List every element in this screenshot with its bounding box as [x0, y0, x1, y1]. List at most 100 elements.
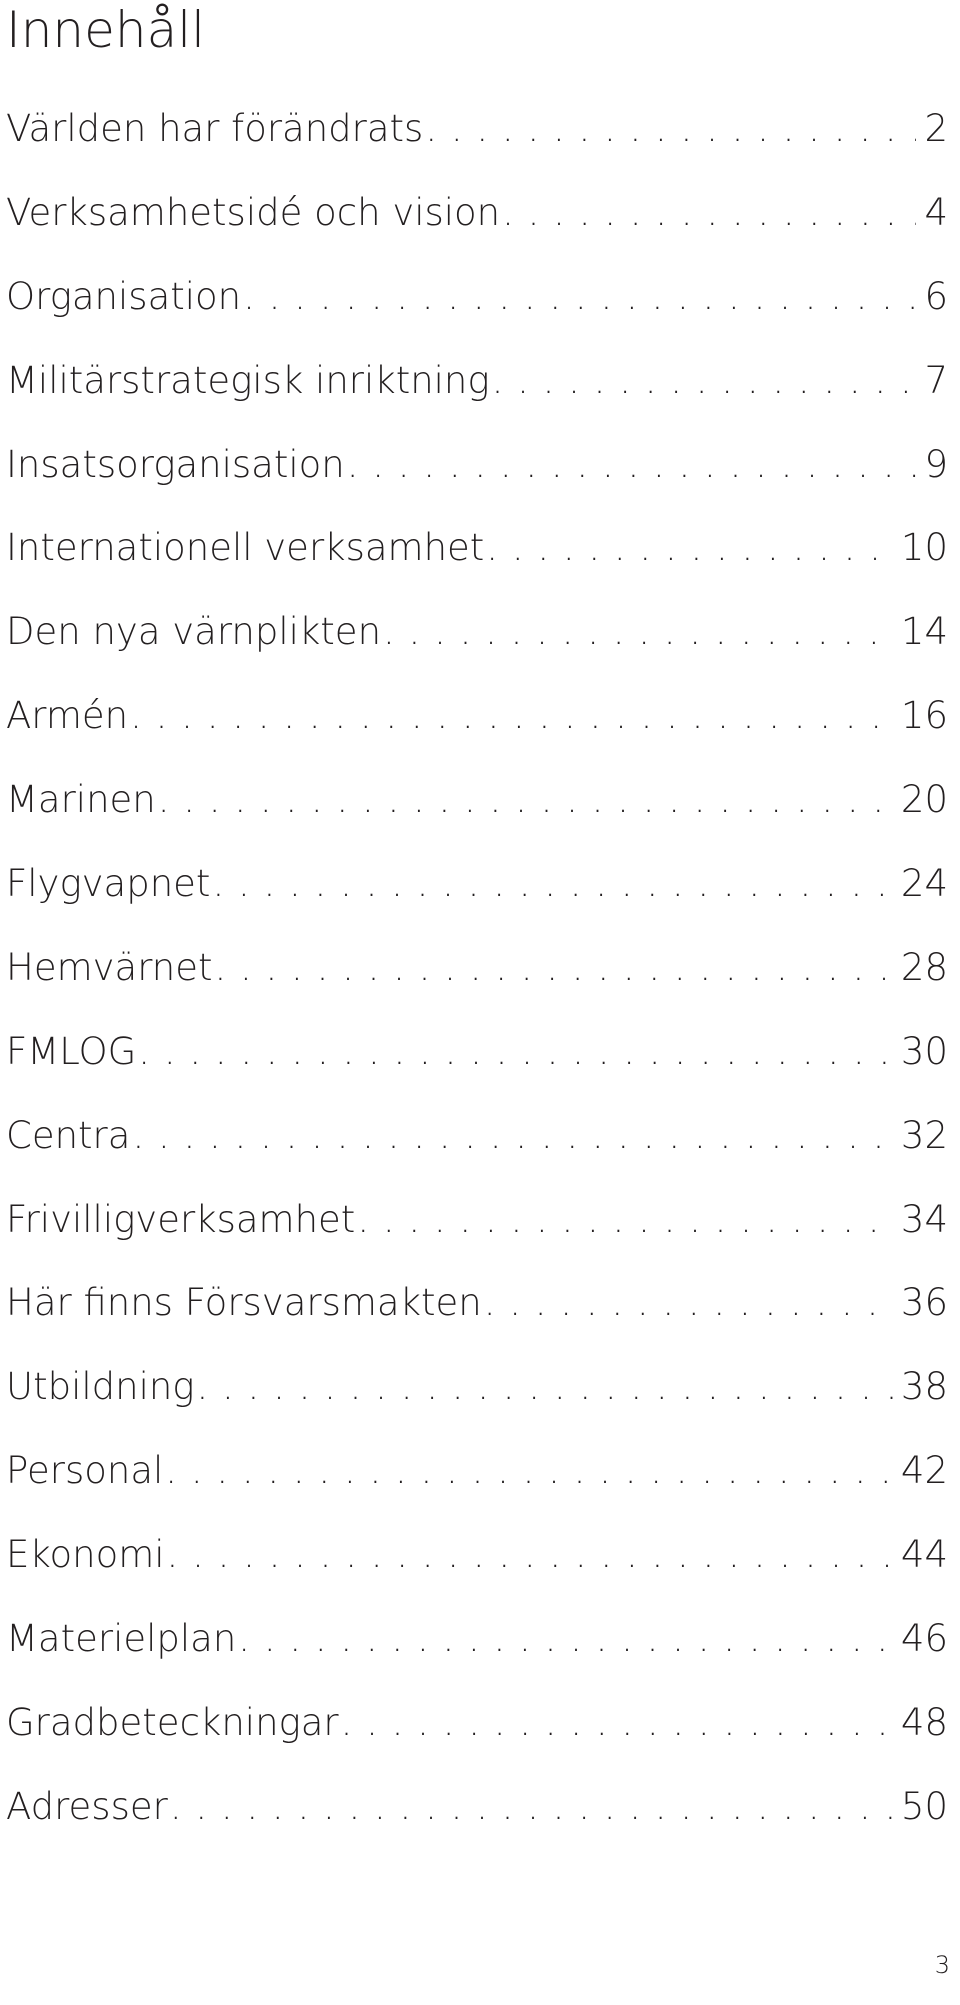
toc-dot-leader — [138, 1027, 893, 1077]
page-number: 3 — [934, 1951, 950, 1979]
toc-row-9: Flygvapnet 24 — [6, 859, 960, 943]
toc-dot-leader — [425, 104, 916, 154]
toc-entry-label: Flygvapnet — [6, 862, 211, 906]
toc-entry-page: 30 — [900, 1029, 948, 1073]
toc-dot-leader — [238, 1614, 893, 1664]
toc-entry-page: 38 — [900, 1365, 948, 1409]
toc-row-18: Materielplan 46 — [6, 1614, 960, 1698]
toc-dot-leader — [165, 1446, 893, 1496]
toc-row-11: FMLOG 30 — [6, 1027, 960, 1111]
toc-entry-page: 6 — [924, 274, 948, 318]
toc-entry[interactable]: Den nya värnplikten 14 — [6, 607, 948, 657]
toc-dot-leader — [170, 1782, 893, 1832]
toc-row-3: Militärstrategisk inriktning 7 — [6, 356, 960, 440]
toc-row-4: Insatsorganisation 9 — [6, 440, 960, 524]
toc-entry[interactable]: Verksamhetsidé och vision 4 — [6, 188, 948, 238]
toc-entry-label: Frivilligverksamhet — [6, 1197, 356, 1241]
toc-entry-label: Insatsorganisation — [6, 442, 345, 486]
toc-entry-page: 7 — [924, 358, 948, 402]
toc-entry-page: 46 — [900, 1617, 948, 1661]
toc-row-20: Adresser 50 — [6, 1782, 960, 1866]
toc-row-15: Utbildning 38 — [6, 1362, 960, 1446]
toc-entry[interactable]: Hemvärnet 28 — [6, 943, 948, 993]
toc-entry-page: 48 — [900, 1700, 948, 1744]
toc-entry[interactable]: Här finns Försvarsmakten 36 — [6, 1278, 948, 1328]
toc-dot-leader — [341, 1698, 893, 1748]
toc-entry[interactable]: FMLOG 30 — [6, 1027, 948, 1077]
toc-dot-leader — [130, 691, 893, 741]
toc-entry-page: 14 — [900, 610, 948, 654]
toc-entry-page: 24 — [900, 862, 948, 906]
toc-entry[interactable]: Frivilligverksamhet 34 — [6, 1195, 948, 1245]
toc-entry-page: 20 — [900, 778, 948, 822]
toc-entry-page: 10 — [900, 526, 948, 570]
toc-entry-page: 9 — [924, 442, 948, 486]
toc-row-1: Verksamhetsidé och vision 4 — [6, 188, 960, 272]
toc-entry-page: 28 — [900, 945, 948, 989]
toc-entry-label: Centra — [6, 1113, 131, 1157]
toc-dot-leader — [484, 1278, 893, 1328]
toc-dot-leader — [132, 1111, 892, 1161]
toc-entry-label: Militärstrategisk inriktning — [6, 358, 490, 402]
toc-entry-page: 42 — [900, 1449, 948, 1493]
toc-dot-leader — [492, 356, 917, 406]
toc-entry-label: Marinen — [6, 778, 156, 822]
toc-entry-page: 44 — [900, 1533, 948, 1577]
toc-entry-page: 36 — [900, 1281, 948, 1325]
toc-dot-leader — [167, 1530, 893, 1580]
toc-dot-leader — [197, 1362, 893, 1412]
toc-entry-label: Internationell verksamhet — [6, 526, 485, 570]
toc-row-19: Gradbeteckningar 48 — [6, 1698, 960, 1782]
toc-entry-page: 4 — [924, 190, 948, 234]
toc-entry[interactable]: Ekonomi 44 — [6, 1530, 948, 1580]
toc-entry-page: 32 — [900, 1113, 948, 1157]
toc-entry-label: Här finns Försvarsmakten — [6, 1281, 482, 1325]
toc-entry-page: 34 — [900, 1197, 948, 1241]
toc-entry-label: Den nya värnplikten — [6, 610, 382, 654]
toc-row-5: Internationell verksamhet 10 — [6, 523, 960, 607]
toc-entry[interactable]: Materielplan 46 — [6, 1614, 948, 1664]
toc-row-2: Organisation 6 — [6, 272, 960, 356]
toc-entry-label: Organisation — [6, 274, 242, 318]
toc-entry-label: Utbildning — [6, 1365, 195, 1409]
toc-entry[interactable]: Militärstrategisk inriktning 7 — [6, 356, 948, 406]
toc-entry-label: Hemvärnet — [6, 945, 213, 989]
toc-entry[interactable]: Utbildning 38 — [6, 1362, 948, 1412]
toc-row-13: Frivilligverksamhet 34 — [6, 1195, 960, 1279]
toc-entry-label: Verksamhetsidé och vision — [6, 190, 501, 234]
toc-dot-leader — [243, 272, 916, 322]
toc-entry-page: 50 — [900, 1784, 948, 1828]
table-of-contents: Världen har förändrats 2 Verksamhetsidé … — [6, 104, 960, 1866]
toc-dot-leader — [212, 859, 892, 909]
toc-entry[interactable]: Armén 16 — [6, 691, 948, 741]
toc-row-7: Armén 16 — [6, 691, 960, 775]
toc-entry-label: Materielplan — [6, 1617, 237, 1661]
toc-entry-label: Gradbeteckningar — [6, 1700, 339, 1744]
toc-row-14: Här finns Försvarsmakten 36 — [6, 1278, 960, 1362]
toc-entry-label: Armén — [6, 694, 129, 738]
toc-entry[interactable]: Organisation 6 — [6, 272, 948, 322]
toc-dot-leader — [502, 188, 916, 238]
toc-entry-page: 2 — [924, 107, 948, 150]
page-title: Innehåll — [6, 1, 205, 59]
toc-entry-label: Personal — [6, 1449, 164, 1493]
toc-entry-label: Världen har förändrats — [6, 107, 424, 150]
toc-entry[interactable]: Flygvapnet 24 — [6, 859, 948, 909]
toc-entry[interactable]: Gradbeteckningar 48 — [6, 1698, 948, 1748]
toc-entry[interactable]: Marinen 20 — [6, 775, 948, 825]
toc-row-17: Ekonomi 44 — [6, 1530, 960, 1614]
toc-dot-leader — [158, 775, 893, 825]
toc-entry[interactable]: Världen har förändrats 2 — [6, 104, 948, 154]
toc-dot-leader — [383, 607, 893, 657]
toc-row-16: Personal 42 — [6, 1446, 960, 1530]
toc-dot-leader — [347, 440, 917, 490]
toc-entry[interactable]: Internationell verksamhet 10 — [6, 523, 948, 573]
toc-row-6: Den nya värnplikten 14 — [6, 607, 960, 691]
toc-row-10: Hemvärnet 28 — [6, 943, 960, 1027]
toc-entry[interactable]: Adresser 50 — [6, 1782, 948, 1832]
toc-entry[interactable]: Insatsorganisation 9 — [6, 440, 948, 490]
toc-entry[interactable]: Centra 32 — [6, 1111, 948, 1161]
toc-row-8: Marinen 20 — [6, 775, 960, 859]
toc-entry-page: 16 — [900, 694, 948, 738]
toc-entry[interactable]: Personal 42 — [6, 1446, 948, 1496]
